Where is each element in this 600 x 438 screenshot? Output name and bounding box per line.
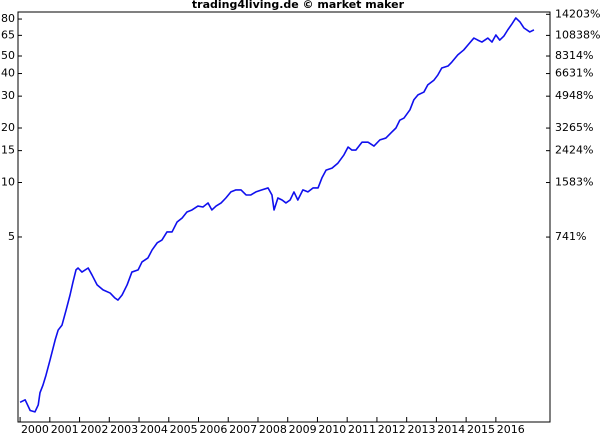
- x-tick-label: 2015: [467, 423, 495, 436]
- y2-tick-label: 10838%: [555, 28, 600, 41]
- y-tick-label: 10: [1, 175, 15, 188]
- x-tick-label: 2003: [110, 423, 138, 436]
- x-tick-label: 2005: [170, 423, 198, 436]
- y2-tick-label: 14203%: [555, 7, 600, 20]
- x-tick-label: 2000: [21, 423, 49, 436]
- plot-frame: [17, 11, 551, 423]
- x-tick-label: 2006: [199, 423, 227, 436]
- y-tick-label: 50: [1, 49, 15, 62]
- y-tick-label: 40: [1, 67, 15, 80]
- x-tick-label: 2008: [259, 423, 287, 436]
- y2-tick-label: 741%: [555, 230, 586, 243]
- x-tick-label: 2013: [408, 423, 436, 436]
- y2-tick-label: 8314%: [555, 49, 593, 62]
- y2-tick-label: 4948%: [555, 89, 593, 102]
- y-tick-label: 80: [1, 12, 15, 25]
- y-tick-label: 5: [8, 230, 15, 243]
- x-tick-label: 2004: [140, 423, 168, 436]
- y-tick-label: 15: [1, 144, 15, 157]
- y-tick-label: 30: [1, 89, 15, 102]
- y-tick-label: 20: [1, 121, 15, 134]
- y-tick-label: 65: [1, 28, 15, 41]
- y2-tick-label: 6631%: [555, 67, 593, 80]
- x-tick-label: 2014: [437, 423, 465, 436]
- x-tick-label: 2002: [80, 423, 108, 436]
- y2-tick-label: 1583%: [555, 176, 593, 189]
- x-tick-label: 2011: [348, 423, 376, 436]
- price-line: [19, 17, 535, 413]
- y2-tick-label: 2424%: [555, 144, 593, 157]
- x-tick-label: 2010: [318, 423, 346, 436]
- x-tick-label: 2012: [378, 423, 406, 436]
- x-tick-label: 2016: [497, 423, 525, 436]
- y2-tick-label: 3265%: [555, 121, 593, 134]
- x-tick-label: 2009: [289, 423, 317, 436]
- x-tick-label: 2007: [229, 423, 257, 436]
- chart-title: trading4living.de © market maker: [192, 0, 405, 11]
- x-tick-label: 2001: [51, 423, 79, 436]
